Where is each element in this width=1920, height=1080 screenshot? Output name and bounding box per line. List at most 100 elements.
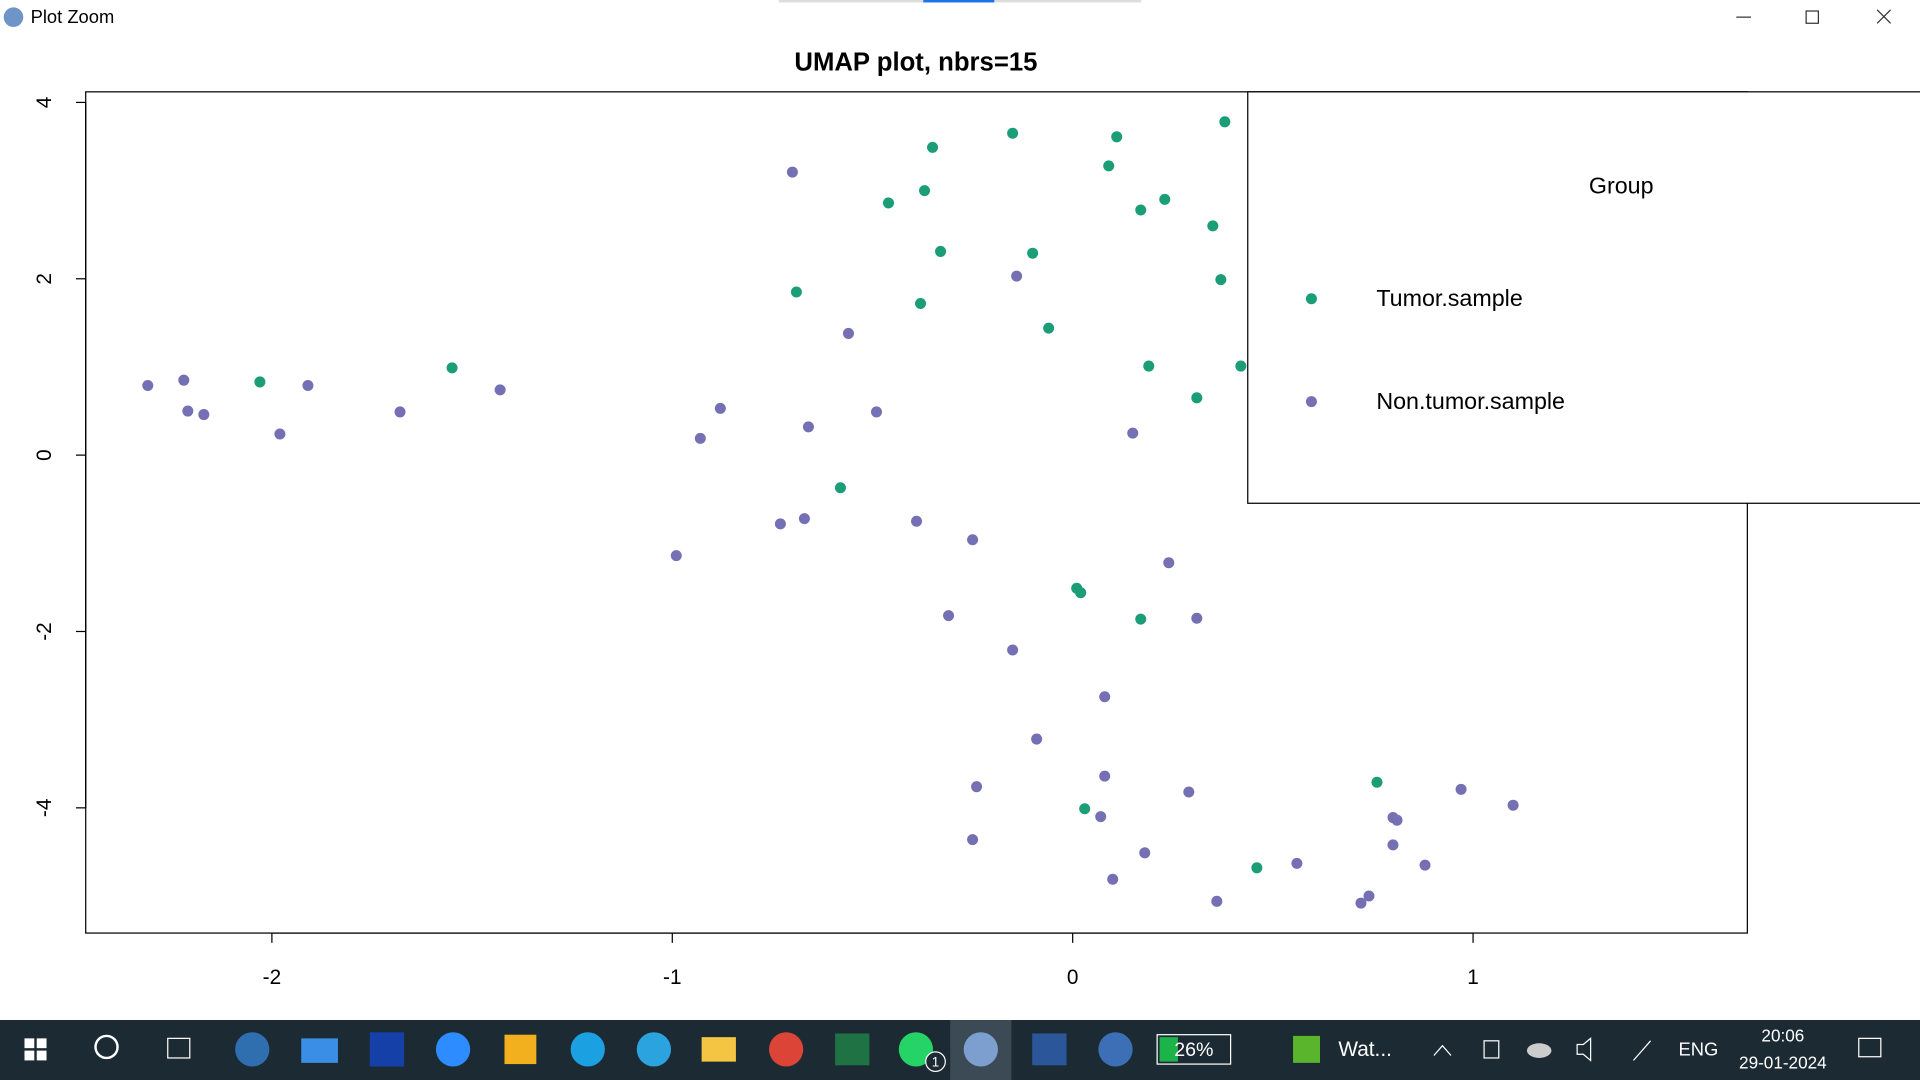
data-point — [182, 405, 194, 417]
x-tick-label: -1 — [663, 966, 682, 989]
data-point — [1191, 392, 1203, 404]
data-point — [1111, 131, 1123, 143]
data-point — [1107, 873, 1119, 885]
data-point — [774, 518, 786, 530]
data-point — [1419, 859, 1431, 871]
data-point — [1207, 220, 1219, 232]
zoom-icon[interactable] — [435, 1032, 471, 1067]
data-point — [802, 421, 814, 433]
r-icon — [3, 7, 24, 27]
start-button[interactable] — [24, 1038, 47, 1061]
maximize-button[interactable] — [1805, 10, 1819, 24]
data-point — [834, 482, 846, 494]
data-point — [694, 432, 706, 444]
legend-label: Tumor.sample — [1376, 285, 1522, 311]
notification-icon[interactable] — [1858, 1037, 1882, 1058]
data-point — [1103, 160, 1115, 172]
data-point — [1163, 557, 1175, 569]
tray-icon[interactable] — [1483, 1040, 1500, 1059]
data-point — [882, 197, 895, 209]
excel-icon[interactable] — [835, 1033, 870, 1066]
data-point — [1031, 733, 1043, 745]
data-point — [786, 166, 798, 178]
app-icon[interactable] — [235, 1032, 270, 1067]
mail-icon[interactable] — [301, 1038, 338, 1063]
app-icon[interactable] — [1098, 1032, 1133, 1067]
data-point — [142, 379, 154, 391]
data-point — [1219, 116, 1231, 128]
data-point — [1011, 270, 1023, 282]
data-point — [1139, 847, 1151, 859]
data-point — [494, 384, 506, 396]
app-icon[interactable] — [1293, 1035, 1320, 1063]
close-button[interactable] — [1876, 9, 1892, 24]
x-tick-label: 1 — [1467, 966, 1479, 989]
tray-expand[interactable] — [1433, 1044, 1452, 1056]
battery-icon — [1156, 1034, 1232, 1065]
data-point — [1363, 890, 1375, 902]
store-icon[interactable] — [504, 1034, 537, 1065]
data-point — [274, 428, 286, 440]
battery-level — [1159, 1037, 1178, 1062]
chart-title: UMAP plot, nbrs=15 — [794, 48, 1037, 76]
data-point — [935, 245, 947, 257]
data-point — [1191, 612, 1203, 624]
data-point — [927, 141, 939, 153]
legend-marker — [1305, 293, 1317, 305]
edge-icon[interactable] — [570, 1032, 605, 1067]
data-point — [1143, 360, 1155, 372]
data-point — [1251, 862, 1263, 874]
data-point — [1355, 897, 1367, 909]
clock-time[interactable]: 20:06 — [1761, 1026, 1804, 1046]
data-point — [870, 406, 883, 418]
onedrive-icon[interactable] — [1526, 1043, 1552, 1058]
data-point — [967, 534, 979, 546]
telegram-icon[interactable] — [636, 1032, 672, 1067]
data-point — [198, 409, 210, 421]
badge — [925, 1051, 946, 1073]
search-icon[interactable] — [94, 1034, 119, 1060]
data-point — [943, 610, 955, 622]
legend-title: Group — [1589, 172, 1654, 198]
data-point — [911, 515, 923, 527]
data-point — [714, 402, 726, 414]
legend-marker — [1305, 396, 1317, 408]
data-point — [1159, 193, 1171, 205]
r-icon[interactable] — [963, 1032, 998, 1067]
app-icon[interactable] — [369, 1032, 405, 1067]
data-point — [798, 513, 810, 525]
pen-icon[interactable] — [1633, 1040, 1652, 1061]
data-point — [1079, 803, 1091, 815]
language[interactable]: ENG — [1678, 1038, 1718, 1059]
data-point — [178, 374, 190, 386]
data-point — [1135, 204, 1147, 216]
data-point — [1007, 127, 1019, 139]
data-point — [967, 834, 979, 846]
word-icon[interactable] — [1032, 1033, 1067, 1066]
data-point — [790, 286, 802, 298]
volume-icon[interactable] — [1576, 1037, 1592, 1062]
data-point — [1455, 783, 1467, 795]
data-point — [1075, 587, 1087, 599]
data-point — [446, 362, 458, 374]
data-point — [1135, 613, 1147, 625]
x-tick-label: 0 — [1067, 966, 1079, 989]
clock-date[interactable]: 29-01-2024 — [1739, 1053, 1827, 1073]
y-tick-label: -4 — [33, 799, 56, 817]
legend-label: Non.tumor.sample — [1376, 388, 1565, 414]
task-view-icon[interactable] — [167, 1037, 191, 1059]
chrome-icon[interactable] — [768, 1032, 804, 1067]
explorer-icon[interactable] — [701, 1037, 736, 1062]
whatsapp-icon[interactable] — [898, 1032, 934, 1067]
data-point — [1099, 770, 1111, 782]
data-point — [1027, 247, 1039, 259]
data-point — [1387, 839, 1399, 851]
battery-text: 26% — [1174, 1039, 1213, 1061]
window-title: Plot Zoom — [31, 6, 115, 27]
data-point — [1095, 811, 1107, 823]
data-point — [670, 550, 682, 562]
y-tick-label: 4 — [33, 97, 56, 109]
data-point — [1235, 360, 1247, 372]
app-label[interactable]: Wat... — [1338, 1038, 1392, 1061]
